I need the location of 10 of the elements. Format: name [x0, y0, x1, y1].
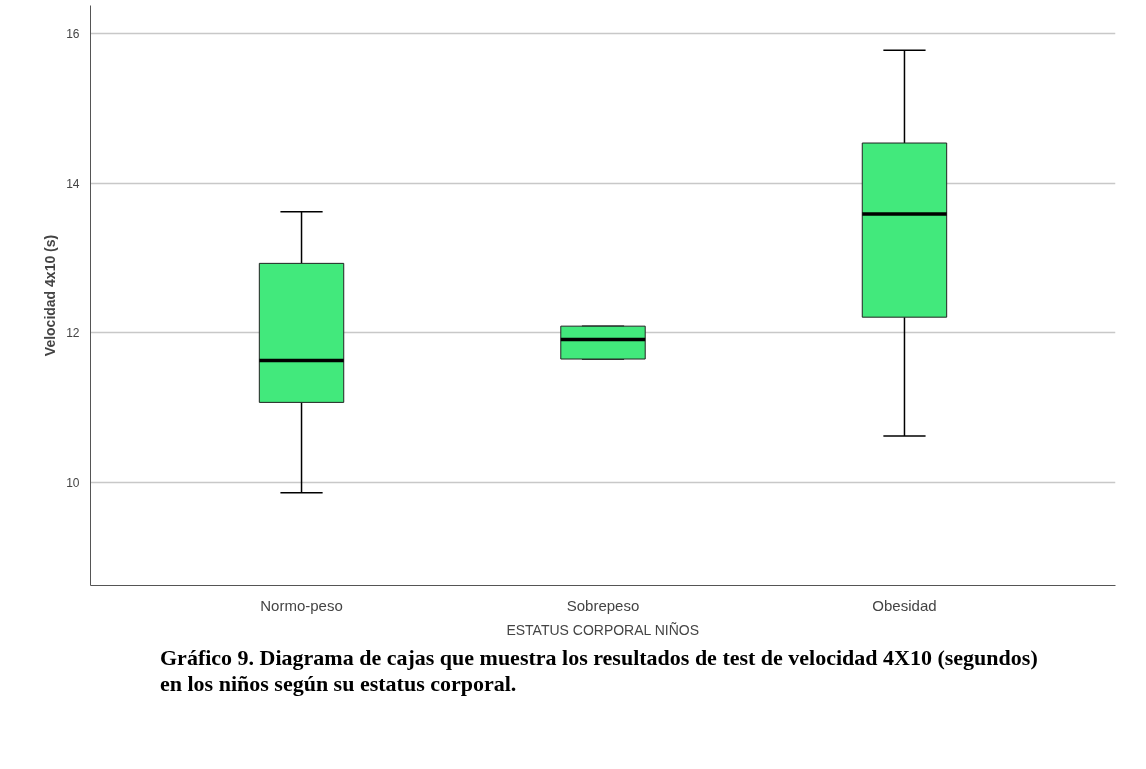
- y-axis-title: Velocidad 4x10 (s): [42, 234, 59, 357]
- x-axis-title: ESTATUS CORPORAL NIÑOS: [506, 621, 700, 638]
- x-tick-label: Sobrepeso: [566, 596, 640, 614]
- y-tick-label: 16: [66, 27, 80, 42]
- y-tick-label: 14: [66, 176, 80, 191]
- x-tick-label: Normo-peso: [260, 596, 343, 614]
- x-tick-label: Obesidad: [872, 596, 937, 614]
- text: Gráfico 9. Diagrama de cajas que muestra los resultados de test de velocidad 4X10 (segundos) en los niños según su estatus corporal.: [160, 645, 1039, 698]
- y-tick-label: 10: [66, 475, 80, 490]
- y-tick-label: 12: [66, 326, 80, 341]
